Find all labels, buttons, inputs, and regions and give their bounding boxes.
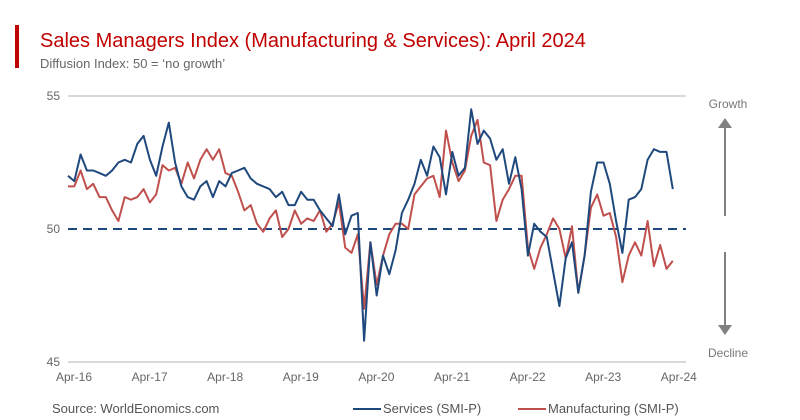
legend-label-services: Services (SMI-P): [383, 401, 482, 416]
y-tick-label: 45: [47, 355, 61, 369]
legend-label-manufacturing: Manufacturing (SMI-P): [548, 401, 679, 416]
series-line-services: [67, 108, 674, 342]
growth-decline-annotation: Growth Decline: [708, 97, 748, 360]
x-tick-label: Apr-22: [510, 370, 546, 384]
legend-swatch-services: [353, 407, 381, 410]
x-tick-label: Apr-18: [207, 370, 243, 384]
series-line-manufacturing: [68, 118, 674, 310]
y-tick-label: 55: [47, 89, 61, 103]
arrow-down-icon: [718, 325, 732, 335]
chart-subtitle: Diffusion Index: 50 = ‘no growth’: [40, 56, 226, 71]
source-note: Source: WorldEonomics.com: [52, 401, 220, 416]
x-tick-label: Apr-19: [283, 370, 319, 384]
x-tick-label: Apr-17: [132, 370, 168, 384]
legend-swatch-manufacturing: [518, 407, 546, 410]
x-tick-label: Apr-23: [585, 370, 621, 384]
x-tick-label: Apr-16: [56, 370, 92, 384]
decline-label: Decline: [708, 346, 748, 360]
y-tick-label: 50: [47, 222, 61, 236]
legend-item-manufacturing: Manufacturing (SMI-P): [518, 401, 679, 416]
arrow-up-icon: [718, 118, 732, 128]
x-tick-label: Apr-21: [434, 370, 470, 384]
growth-label: Growth: [709, 97, 748, 111]
legend-item-services: Services (SMI-P): [353, 401, 481, 416]
title-accent-bar: [15, 25, 19, 68]
x-tick-label: Apr-24: [661, 370, 697, 384]
chart-title: Sales Managers Index (Manufacturing & Se…: [40, 30, 586, 52]
x-tick-label: Apr-20: [358, 370, 394, 384]
